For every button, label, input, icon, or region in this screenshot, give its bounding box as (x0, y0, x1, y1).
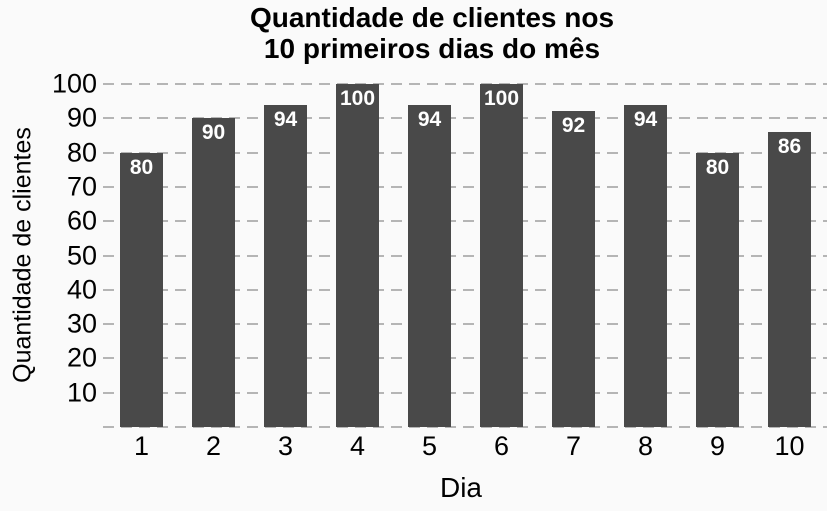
bar-value-label: 100 (339, 87, 376, 110)
x-tick-label-6: 6 (493, 431, 510, 461)
bar-day-4: 100 (336, 84, 379, 427)
y-tick-label-80: 80 (66, 137, 97, 168)
chart-title: Quantidade de clientes nos 10 primeiros … (250, 2, 614, 64)
y-tick-label-60: 60 (66, 205, 97, 236)
bar-day-2: 90 (192, 118, 235, 427)
plot-area: 80 90 94 100 94 100 92 94 80 86 (103, 83, 827, 428)
x-tick-label-10: 10 (774, 431, 805, 461)
x-tick-label-1: 1 (133, 431, 150, 461)
bar-day-9: 80 (696, 152, 739, 427)
bar-day-10: 86 (768, 132, 811, 427)
x-tick-label-4: 4 (349, 431, 366, 461)
bar-value-label: 80 (129, 155, 154, 179)
y-tick-label-30: 30 (66, 308, 97, 339)
y-tick-label-100: 100 (51, 68, 97, 99)
gridline-90 (103, 117, 827, 120)
x-tick-label-5: 5 (421, 431, 438, 461)
bar-day-7: 92 (552, 111, 595, 427)
y-tick-label-20: 20 (66, 342, 97, 373)
y-tick-label-50: 50 (66, 240, 97, 270)
x-axis-label: Dia (439, 472, 483, 503)
x-tick-label-8: 8 (637, 431, 654, 461)
x-tick-label-2: 2 (205, 431, 222, 461)
bar-day-3: 94 (264, 104, 307, 427)
y-tick-label-10: 10 (66, 377, 97, 408)
gridline-70 (103, 185, 827, 188)
gridline-50 (103, 254, 827, 257)
gridline-20 (103, 357, 827, 360)
gridline-80 (103, 151, 827, 154)
chart-title-line-2: 10 primeiros dias do mês (263, 33, 601, 64)
bar-value-label: 94 (633, 107, 658, 131)
gridline-60 (103, 220, 827, 223)
gridline-10 (103, 391, 827, 394)
y-tick-label-90: 90 (66, 102, 97, 133)
gridline-100 (103, 83, 827, 85)
bar-value-label: 80 (705, 155, 730, 179)
y-tick-label-40: 40 (66, 274, 97, 305)
bar-value-label: 86 (777, 135, 802, 159)
bar-day-5: 94 (408, 104, 451, 427)
bar-day-8: 94 (624, 104, 667, 427)
bar-value-label: 94 (273, 107, 298, 131)
x-tick-label-3: 3 (277, 431, 294, 461)
y-tick-label-70: 70 (66, 171, 97, 202)
bar-value-label: 92 (561, 114, 586, 138)
bar-value-label: 94 (417, 107, 442, 131)
gridline-30 (103, 323, 827, 326)
x-tick-label-9: 9 (709, 431, 726, 461)
chart-title-line-1: Quantidade de clientes nos (249, 2, 615, 33)
bar-value-label: 90 (201, 121, 226, 145)
gridline-40 (103, 288, 827, 291)
bar-day-6: 100 (480, 84, 523, 427)
x-tick-label-7: 7 (565, 431, 582, 461)
gridline-0 (103, 426, 827, 428)
bar-day-1: 80 (120, 152, 163, 427)
bar-value-label: 100 (483, 87, 520, 110)
